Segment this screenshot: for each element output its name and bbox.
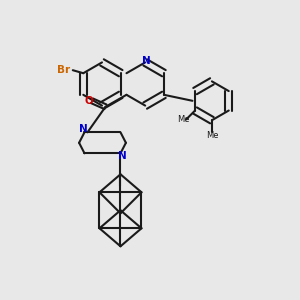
Text: Me: Me [206,131,218,140]
Text: N: N [118,151,126,161]
Text: Br: Br [57,65,70,75]
Text: N: N [79,124,87,134]
Text: N: N [142,56,151,66]
Text: Me: Me [177,115,189,124]
Text: O: O [85,96,93,106]
